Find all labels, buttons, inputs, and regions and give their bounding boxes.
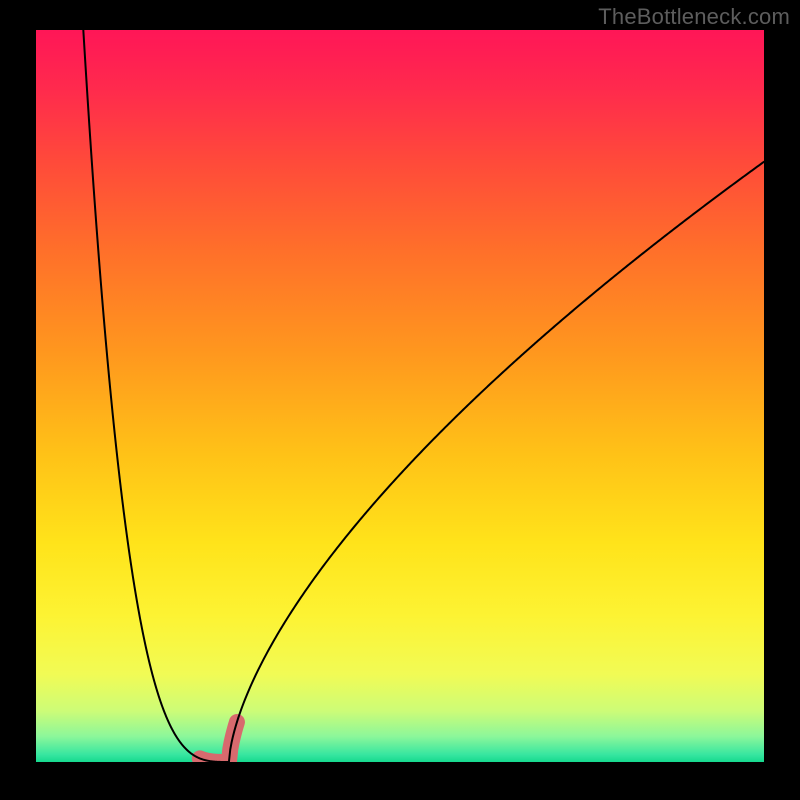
bottleneck-chart bbox=[0, 0, 800, 800]
chart-frame: TheBottleneck.com bbox=[0, 0, 800, 800]
gradient-background bbox=[36, 30, 764, 762]
watermark-text: TheBottleneck.com bbox=[598, 4, 790, 30]
